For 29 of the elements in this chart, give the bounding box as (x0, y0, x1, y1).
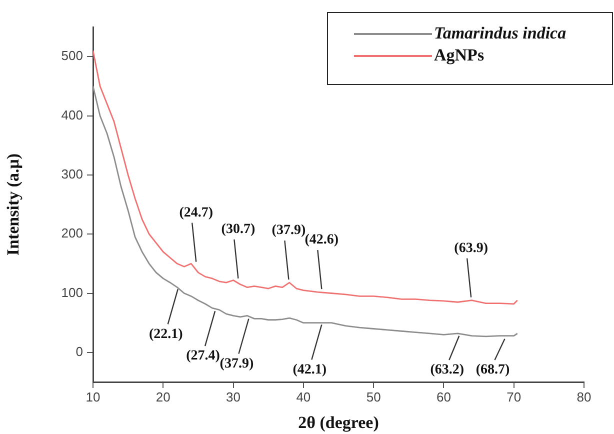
y-tick-label: 500 (61, 48, 83, 64)
x-tick-label: 20 (156, 389, 170, 404)
y-tick-label: 200 (61, 226, 83, 241)
y-tick-label: 0 (76, 344, 83, 359)
annotation: (68.7) (476, 362, 510, 378)
annotation: (22.1) (148, 326, 184, 342)
annotation: (37.9) (272, 223, 306, 238)
annotation: (42.6) (304, 232, 339, 248)
x-tick-label: 40 (296, 389, 311, 404)
legend-label: AgNPs (434, 45, 484, 64)
y-tick-label: 300 (61, 166, 83, 182)
x-tick-label: 70 (506, 389, 522, 404)
annotation: (42.1) (292, 362, 327, 378)
x-tick-label: 10 (86, 389, 100, 404)
x-axis-title: 2θ (degree) (298, 413, 379, 432)
x-tick-label: 30 (226, 389, 241, 404)
y-tick-label: 400 (61, 107, 83, 122)
annotation: (30.7) (221, 222, 256, 238)
x-tick-label: 60 (436, 389, 451, 404)
annotation: (27.4) (186, 348, 220, 364)
y-tick-label: 100 (61, 284, 83, 300)
legend-label: Tamarindus indica (434, 23, 567, 42)
x-tick-label: 80 (576, 389, 592, 404)
annotation: (24.7) (179, 205, 214, 220)
annotation: (37.9) (220, 356, 254, 372)
y-axis-title: Intensity (a.μ) (4, 153, 23, 256)
x-tick-label: 50 (366, 389, 381, 404)
annotation: (63.2) (430, 362, 464, 378)
annotation: (63.9) (454, 240, 488, 256)
